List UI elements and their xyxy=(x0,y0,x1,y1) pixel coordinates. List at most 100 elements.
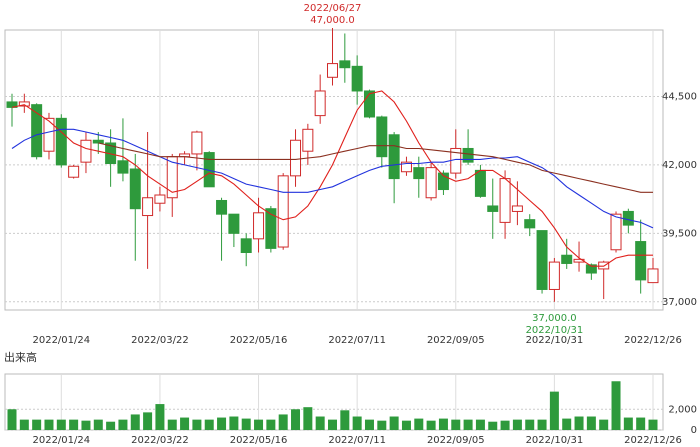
candle-body xyxy=(598,261,610,270)
annotation-date: 2022/10/31 xyxy=(526,325,584,336)
x-tick-label: 2022/09/05 xyxy=(427,335,485,346)
volume-bar xyxy=(254,419,264,430)
candle-body xyxy=(142,197,154,217)
volume-bar xyxy=(599,419,609,430)
candle-body xyxy=(524,219,536,229)
candle-body xyxy=(561,254,573,264)
candle-body xyxy=(499,178,511,223)
candle-body xyxy=(536,230,548,290)
candle-body xyxy=(363,90,375,118)
volume-bar xyxy=(500,420,510,430)
volume-bar xyxy=(611,381,621,430)
volume-bar xyxy=(44,419,54,430)
x-tick-label: 2022/05/16 xyxy=(230,435,288,446)
x-tick-label: 2022/07/11 xyxy=(328,335,386,346)
candle-body xyxy=(351,65,363,92)
candle-body xyxy=(610,213,622,251)
volume-bar xyxy=(291,409,301,430)
volume-bar xyxy=(574,416,584,430)
volume-bar xyxy=(315,416,325,430)
x-tick-label: 2022/05/16 xyxy=(230,335,288,346)
candle-body xyxy=(400,161,412,173)
y-tick-label: 2,000 xyxy=(668,404,697,415)
candle-body xyxy=(253,212,265,240)
volume-bar xyxy=(93,419,103,430)
candle-body xyxy=(277,175,289,248)
volume-bar xyxy=(586,416,596,430)
candle-body xyxy=(462,147,474,163)
x-tick-label: 2022/10/31 xyxy=(526,335,584,346)
candle-body xyxy=(437,172,449,191)
volume-bar xyxy=(438,418,448,430)
x-tick-label: 2022/03/22 xyxy=(131,335,189,346)
volume-bar xyxy=(56,419,66,430)
volume-bar xyxy=(217,417,227,430)
candle-body xyxy=(339,60,351,69)
y-tick-label: 44,500 xyxy=(662,91,697,102)
candle-body xyxy=(43,117,55,152)
volume-bar xyxy=(537,419,547,430)
volume-bar xyxy=(192,419,202,430)
volume-bar xyxy=(32,419,42,430)
x-tick-label: 2022/01/24 xyxy=(32,335,90,346)
volume-bar xyxy=(7,409,17,430)
volume-bar xyxy=(475,419,485,430)
volume-bar xyxy=(130,414,140,430)
y-tick-label: 42,000 xyxy=(662,160,697,171)
x-tick-label: 2022/10/31 xyxy=(526,435,584,446)
candle-body xyxy=(302,128,314,152)
volume-bar xyxy=(451,419,461,430)
volume-bar xyxy=(118,419,128,430)
volume-bar xyxy=(69,419,79,430)
y-tick-label: 37,000 xyxy=(662,297,697,308)
volume-bar xyxy=(278,414,288,430)
candle-body xyxy=(487,205,499,212)
volume-bar xyxy=(525,419,535,430)
candle-body xyxy=(68,165,80,178)
x-tick-label: 2022/03/22 xyxy=(131,435,189,446)
volume-bar xyxy=(340,410,350,430)
volume-bar xyxy=(426,420,436,430)
candle-body xyxy=(376,116,388,158)
y-tick-label: 39,500 xyxy=(662,228,697,239)
volume-bar xyxy=(328,419,337,430)
candle-body xyxy=(511,205,523,212)
candle-body xyxy=(474,169,486,197)
annotation-value: 37,000.0 xyxy=(532,313,577,324)
volume-bar xyxy=(414,418,424,430)
candle-body xyxy=(622,210,634,226)
x-tick-label: 2022/09/05 xyxy=(427,435,485,446)
volume-bar xyxy=(623,417,633,430)
x-tick-label: 2022/12/26 xyxy=(624,335,682,346)
volume-bar xyxy=(648,419,658,430)
y-tick-label: 0 xyxy=(691,425,697,436)
volume-bar xyxy=(636,417,646,430)
x-tick-label: 2022/01/24 xyxy=(32,435,90,446)
volume-bar xyxy=(562,418,572,430)
volume-bar xyxy=(401,420,411,430)
price-frame xyxy=(4,29,664,311)
candle-body xyxy=(18,101,30,107)
volume-bar xyxy=(204,419,214,430)
volume-bar xyxy=(19,419,29,430)
candle-body xyxy=(240,238,252,254)
volume-bar xyxy=(266,419,276,430)
moving-average-line xyxy=(11,90,653,267)
annotation-value: 47,000.0 xyxy=(310,15,355,26)
candle-body xyxy=(647,268,659,284)
volume-bar xyxy=(81,420,91,430)
candle-body xyxy=(228,213,240,234)
candle-body xyxy=(129,168,141,210)
candle-body xyxy=(388,134,400,180)
volume-bar xyxy=(180,417,190,430)
volume-bar xyxy=(389,416,399,430)
candle-body xyxy=(413,167,425,180)
volume-bar xyxy=(167,419,177,430)
moving-average-line xyxy=(98,142,653,193)
moving-average-line xyxy=(11,128,654,229)
candle-body xyxy=(31,104,43,158)
candle-body xyxy=(425,167,437,199)
candle-body xyxy=(265,208,277,249)
candle-body xyxy=(55,117,67,166)
